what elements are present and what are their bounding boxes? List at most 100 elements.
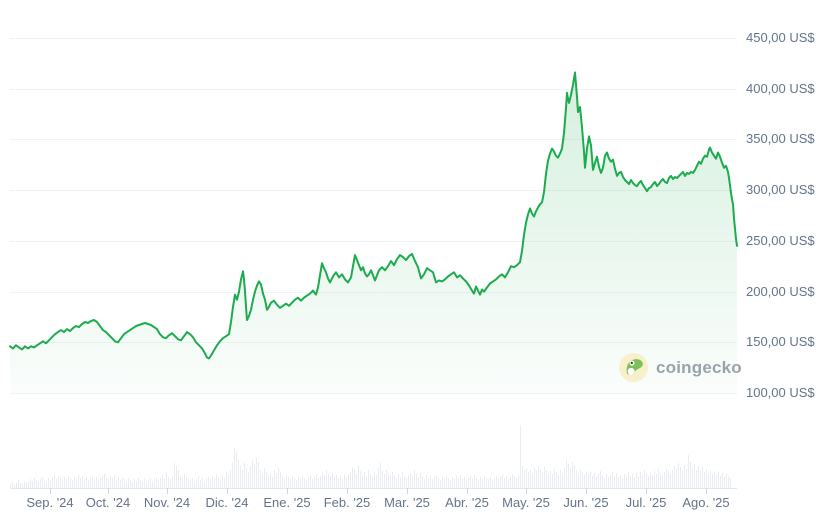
volume-bar (282, 476, 283, 488)
volume-bar (502, 475, 503, 488)
volume-bar (58, 476, 59, 488)
volume-bar (348, 475, 349, 488)
volume-bar (716, 475, 717, 488)
volume-bar (402, 472, 403, 488)
x-axis-label: Jul. '25 (625, 495, 667, 510)
volume-bar (564, 468, 565, 488)
volume-bar (686, 469, 687, 488)
volume-bar (424, 479, 425, 488)
volume-bar (36, 480, 37, 488)
volume-bar (98, 480, 99, 488)
volume-bar (622, 478, 623, 488)
volume-bar (252, 460, 253, 488)
volume-bar (468, 478, 469, 488)
volume-bar (370, 474, 371, 488)
volume-bar (336, 475, 337, 488)
volume-bar (62, 480, 63, 488)
volume-bar (500, 477, 501, 488)
volume-bar (184, 474, 185, 488)
volume-bar (382, 471, 383, 488)
volume-bar (300, 479, 301, 488)
volume-bar (368, 470, 369, 488)
volume-bar (478, 480, 479, 488)
volume-bar (410, 473, 411, 488)
volume-bar (524, 470, 525, 488)
volume-bar (202, 478, 203, 488)
volume-bar (492, 480, 493, 488)
volume-bar (658, 469, 659, 488)
x-axis-label: Oct. '24 (85, 495, 131, 510)
volume-bar (496, 476, 497, 488)
volume-bar (178, 470, 179, 488)
volume-bar (76, 479, 77, 488)
volume-bar (634, 477, 635, 488)
volume-bar (250, 466, 251, 488)
volume-bar (630, 476, 631, 488)
volume-bar (612, 472, 613, 488)
volume-bar (196, 479, 197, 488)
volume-bar (52, 477, 53, 488)
volume-bar (212, 476, 213, 488)
volume-bar (308, 478, 309, 488)
y-axis-label: 250,00 US$ (746, 232, 815, 248)
volume-bar (274, 470, 275, 488)
volume-bar (516, 478, 517, 488)
volume-bar (26, 483, 27, 488)
volume-bar (408, 475, 409, 488)
volume-bar (696, 470, 697, 488)
volume-bar (372, 477, 373, 488)
volume-bar (104, 474, 105, 488)
volume-bar (222, 475, 223, 488)
volume-bar (350, 472, 351, 488)
volume-bar (554, 469, 555, 488)
volume-bar (94, 479, 95, 488)
volume-bar (28, 482, 29, 488)
y-axis-label: 200,00 US$ (746, 283, 815, 299)
volume-bar (718, 472, 719, 488)
volume-bar (192, 478, 193, 488)
volume-bar (556, 472, 557, 488)
volume-bar (662, 476, 663, 488)
volume-bar (440, 480, 441, 488)
volume-bar (538, 466, 539, 488)
volume-bar (342, 479, 343, 488)
volume-bar (526, 468, 527, 488)
volume-bar (84, 479, 85, 488)
volume-bar (426, 475, 427, 488)
volume-bar (344, 474, 345, 488)
volume-bar (374, 472, 375, 488)
volume-bar (88, 480, 89, 488)
volume-bar (560, 470, 561, 488)
volume-bar (598, 474, 599, 488)
volume-bar (446, 476, 447, 488)
volume-bar (470, 476, 471, 488)
volume-bar (328, 474, 329, 488)
volume-bar (174, 463, 175, 488)
volume-bar (172, 476, 173, 488)
volume-bar (116, 479, 117, 488)
volume-bar (60, 478, 61, 488)
volume-bar (14, 485, 15, 488)
volume-bar (596, 477, 597, 488)
volume-bar (534, 468, 535, 488)
x-axis-label: May. '25 (502, 495, 550, 510)
price-line (9, 71, 738, 360)
volume-bar (44, 480, 45, 488)
volume-bar (90, 478, 91, 488)
volume-bar (666, 468, 667, 488)
volume-bar (632, 474, 633, 488)
volume-bar (242, 470, 243, 488)
x-axis-label: Sep. '24 (26, 495, 74, 510)
volume-bar (668, 471, 669, 488)
volume-bar (254, 464, 255, 488)
volume-bar (400, 477, 401, 488)
x-axis-label: Feb. '25 (323, 495, 371, 510)
volume-bar (12, 482, 13, 488)
volume-bar (346, 477, 347, 488)
volume-bar (676, 469, 677, 488)
volume-bar (320, 476, 321, 488)
volume-bar (340, 476, 341, 488)
volume-bar (488, 479, 489, 488)
